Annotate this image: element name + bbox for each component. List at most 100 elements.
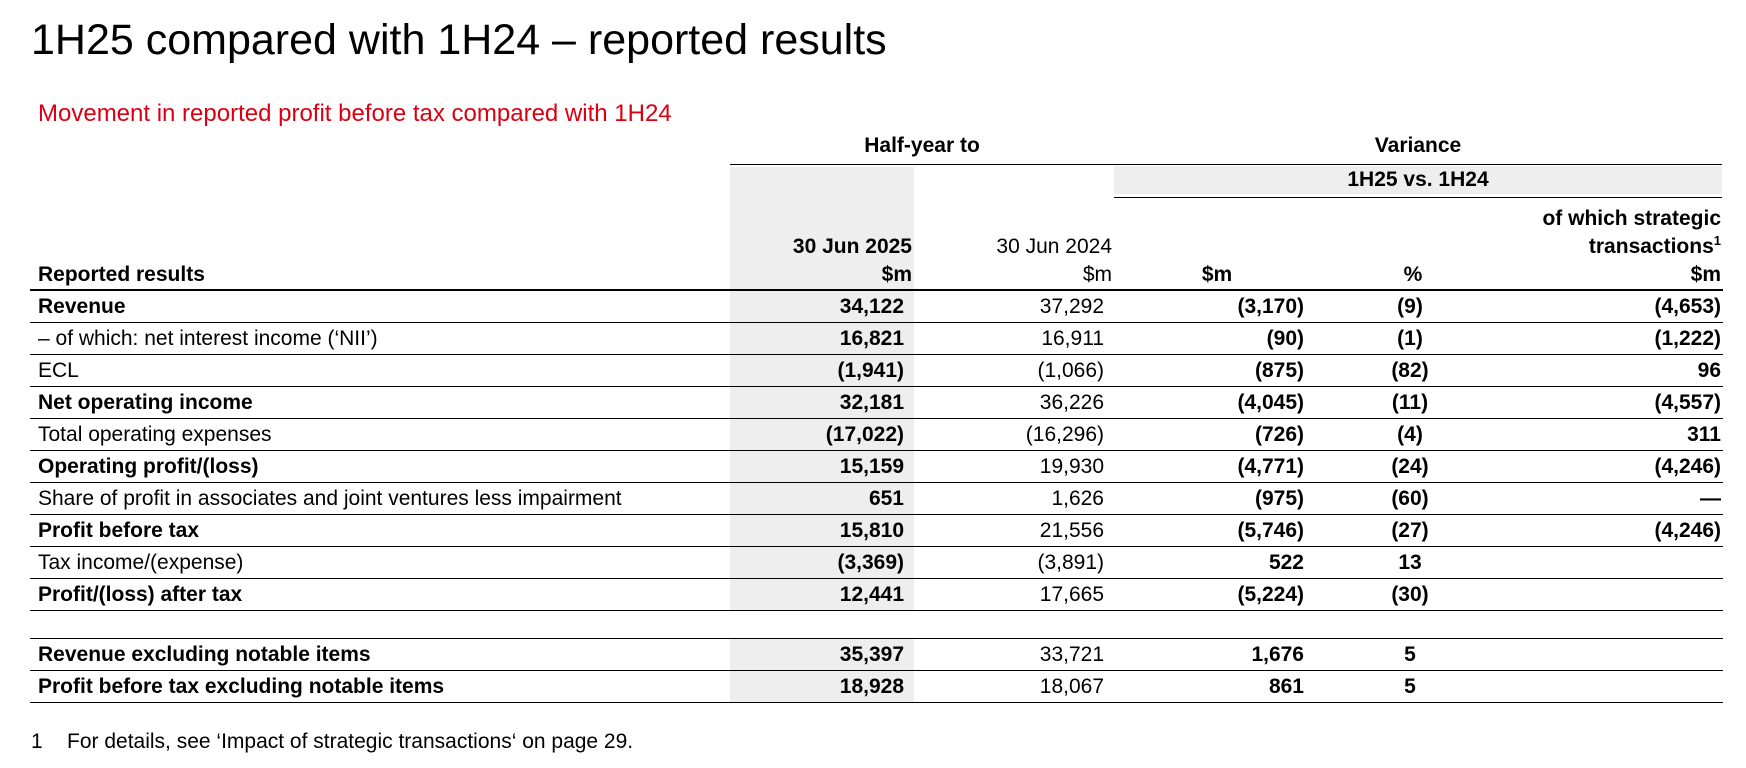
value-2024: (16,296) xyxy=(914,418,1114,451)
value-2024: 1,626 xyxy=(914,482,1114,515)
table-row: Revenue 34,122 37,292 (3,170) (9) (4,653… xyxy=(30,289,1723,323)
value-2025: 35,397 xyxy=(730,638,914,671)
row-label: ECL xyxy=(30,354,730,387)
variance-pct: (82) xyxy=(1314,354,1506,387)
col-2025-date: 30 Jun 2025 xyxy=(792,235,912,258)
variance-header: Variance xyxy=(1374,134,1462,157)
table-row: Profit before tax excluding notable item… xyxy=(30,670,1723,703)
main-rows: Revenue 34,122 37,292 (3,170) (9) (4,653… xyxy=(30,289,1723,611)
variance-pct: (1) xyxy=(1314,322,1506,355)
strategic-footnote-ref: 1 xyxy=(1713,233,1721,248)
variance-value: (4,771) xyxy=(1114,450,1314,483)
col-2024-unit: $m xyxy=(1082,263,1112,286)
var-pct-unit: % xyxy=(1403,263,1423,286)
table-row: Profit/(loss) after tax 12,441 17,665 (5… xyxy=(30,578,1723,611)
column-header-label: Reported results xyxy=(30,167,730,290)
strategic-value: (4,246) xyxy=(1506,450,1723,483)
row-label: Operating profit/(loss) xyxy=(30,450,730,483)
variance-pct: (9) xyxy=(1314,289,1506,323)
variance-value: 1,676 xyxy=(1114,638,1314,671)
table-row: Operating profit/(loss) 15,159 19,930 (4… xyxy=(30,450,1723,483)
strategic-value: (4,246) xyxy=(1506,514,1723,547)
column-header-strategic: of which strategic transactions1 $m xyxy=(1506,167,1723,290)
variance-value: (726) xyxy=(1114,418,1314,451)
value-2025: 15,810 xyxy=(730,514,914,547)
row-label: Revenue excluding notable items xyxy=(30,638,730,671)
table-row: – of which: net interest income (‘NII’) … xyxy=(30,322,1723,355)
variance-period-header: 1H25 vs. 1H24 xyxy=(1114,166,1722,194)
variance-pct: (11) xyxy=(1314,386,1506,419)
value-2025: 18,928 xyxy=(730,670,914,703)
value-2024: 17,665 xyxy=(914,578,1114,611)
value-2024: 18,067 xyxy=(914,670,1114,703)
row-label: Revenue xyxy=(30,289,730,323)
header-divider-right xyxy=(1114,164,1722,165)
variance-pct: (60) xyxy=(1314,482,1506,515)
strategic-value: 311 xyxy=(1506,418,1723,451)
variance-value: 522 xyxy=(1114,546,1314,579)
row-label: – of which: net interest income (‘NII’) xyxy=(30,322,730,355)
variance-value: (3,170) xyxy=(1114,289,1314,323)
strategic-value: 96 xyxy=(1506,354,1723,387)
value-2025: 32,181 xyxy=(730,386,914,419)
value-2025: (3,369) xyxy=(730,546,914,579)
row-label: Profit/(loss) after tax xyxy=(30,578,730,611)
value-2025: (1,941) xyxy=(730,354,914,387)
strategic-value: — xyxy=(1506,482,1723,515)
value-2024: 36,226 xyxy=(914,386,1114,419)
row-label: Profit before tax excluding notable item… xyxy=(30,670,730,703)
page-title: 1H25 compared with 1H24 – reported resul… xyxy=(31,16,887,64)
notable-rows: Revenue excluding notable items 35,397 3… xyxy=(30,638,1723,703)
footnote: 1 For details, see ‘Impact of strategic t… xyxy=(31,730,633,754)
row-label-header: Reported results xyxy=(38,263,205,286)
variance-value: (975) xyxy=(1114,482,1314,515)
table-row: Total operating expenses (17,022) (16,29… xyxy=(30,418,1723,451)
strategic-value: (4,557) xyxy=(1506,386,1723,419)
strategic-value xyxy=(1506,546,1723,579)
variance-value: (5,746) xyxy=(1114,514,1314,547)
spacer xyxy=(30,611,1723,639)
row-label: Share of profit in associates and joint … xyxy=(30,482,730,515)
half-year-to-header: Half-year to xyxy=(864,134,980,157)
table-row: Share of profit in associates and joint … xyxy=(30,482,1723,515)
strategic-line2: transactions xyxy=(1588,235,1714,258)
variance-pct: 13 xyxy=(1314,546,1506,579)
variance-value: 861 xyxy=(1114,670,1314,703)
table-row: Profit before tax 15,810 21,556 (5,746) … xyxy=(30,514,1723,547)
variance-period-divider xyxy=(1114,197,1722,198)
strategic-value xyxy=(1506,578,1723,611)
variance-value: (5,224) xyxy=(1114,578,1314,611)
strategic-value xyxy=(1506,670,1723,703)
variance-pct: 5 xyxy=(1314,670,1506,703)
value-2025: 15,159 xyxy=(730,450,914,483)
table-subtitle: Movement in reported profit before tax c… xyxy=(38,100,672,127)
strategic-value: (4,653) xyxy=(1506,289,1723,323)
footnote-text: For details, see ‘Impact of strategic tr… xyxy=(67,730,634,753)
row-label: Profit before tax xyxy=(30,514,730,547)
value-2025: (17,022) xyxy=(730,418,914,451)
value-2024: 37,292 xyxy=(914,289,1114,323)
variance-pct: (30) xyxy=(1314,578,1506,611)
footnote-number: 1 xyxy=(31,730,43,753)
value-2025: 34,122 xyxy=(730,289,914,323)
table-row: ECL (1,941) (1,066) (875) (82) 96 xyxy=(30,354,1723,387)
col-2025-unit: $m xyxy=(881,263,912,286)
value-2024: (1,066) xyxy=(914,354,1114,387)
table-row: Revenue excluding notable items 35,397 3… xyxy=(30,638,1723,671)
value-2024: 21,556 xyxy=(914,514,1114,547)
strategic-value: (1,222) xyxy=(1506,322,1723,355)
strategic-value xyxy=(1506,638,1723,671)
variance-value: (4,045) xyxy=(1114,386,1314,419)
table-row: Tax income/(expense) (3,369) (3,891) 522… xyxy=(30,546,1723,579)
value-2025: 651 xyxy=(730,482,914,515)
variance-pct: (4) xyxy=(1314,418,1506,451)
variance-pct: (24) xyxy=(1314,450,1506,483)
value-2024: 19,930 xyxy=(914,450,1114,483)
strategic-unit: $m xyxy=(1690,263,1721,286)
col-2024-date: 30 Jun 2024 xyxy=(996,235,1112,258)
column-header-2024: 30 Jun 2024 $m xyxy=(914,167,1114,290)
variance-pct: (27) xyxy=(1314,514,1506,547)
row-label: Total operating expenses xyxy=(30,418,730,451)
var-unit: $m xyxy=(1201,263,1233,286)
strategic-line1: of which strategic xyxy=(1542,207,1721,230)
